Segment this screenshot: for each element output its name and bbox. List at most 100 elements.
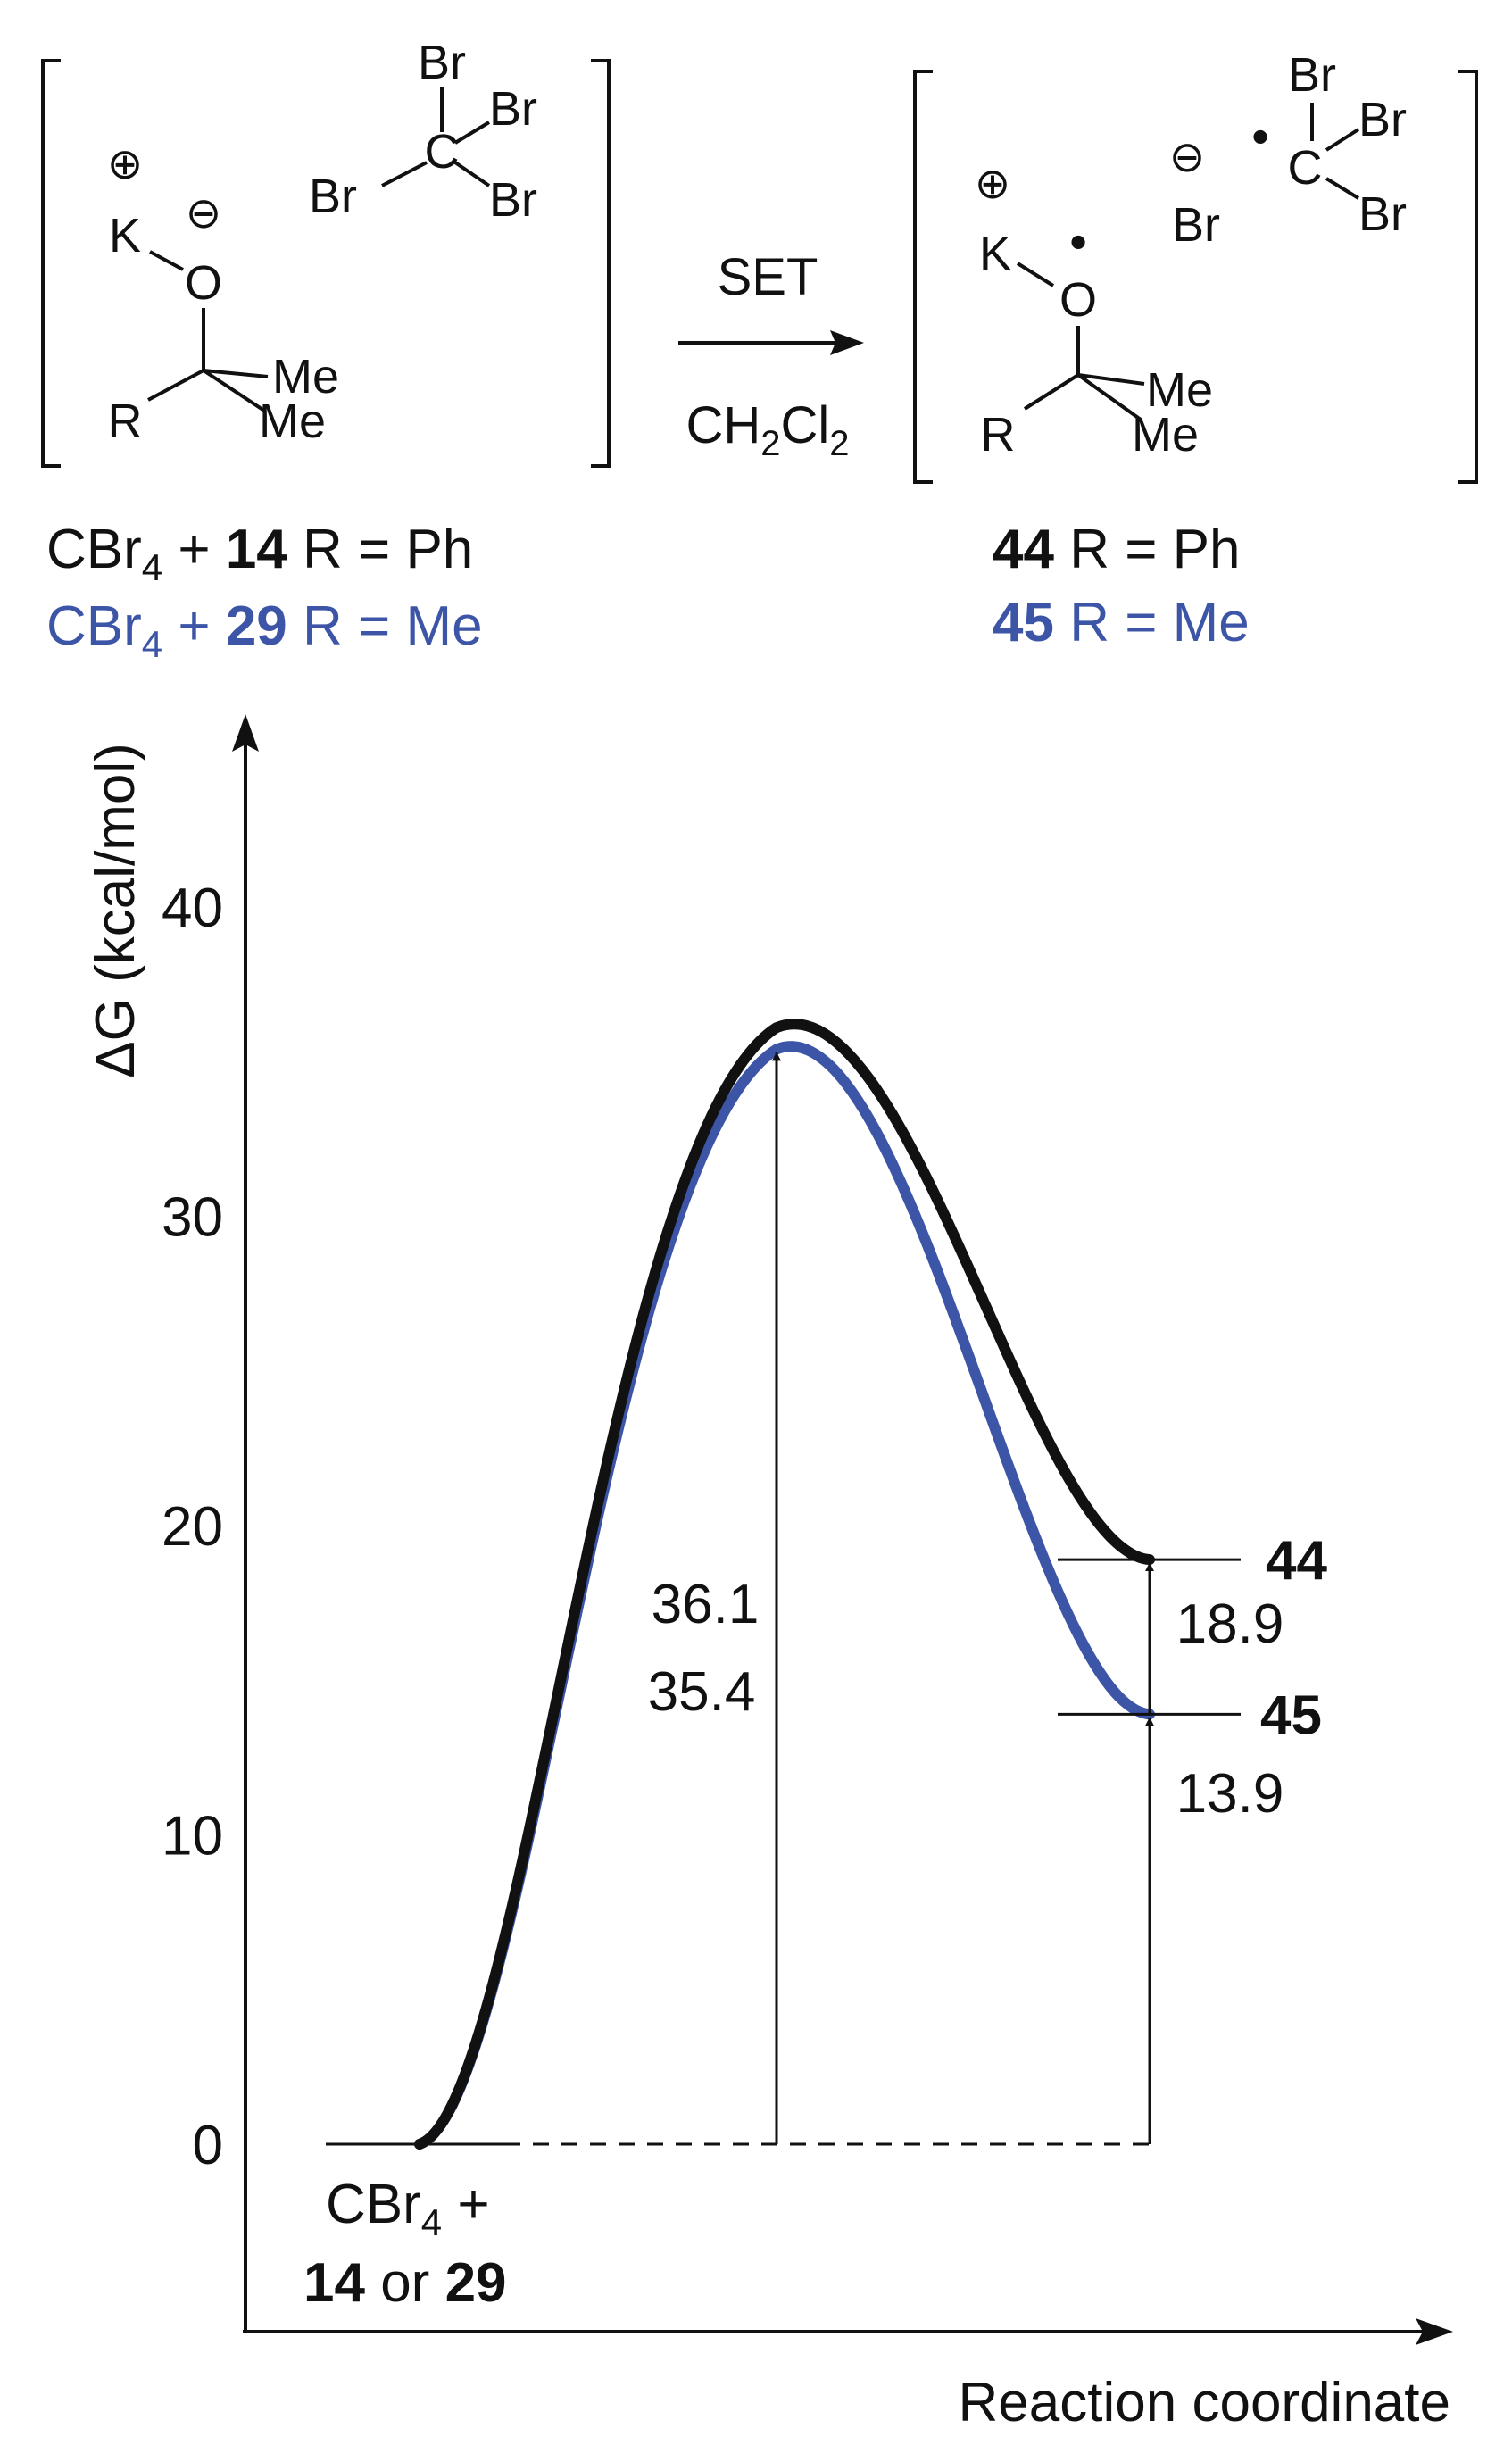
solvent-sub2: 2 xyxy=(829,424,849,463)
label-reactant-black-r: R = Ph xyxy=(287,519,474,580)
reactant-left-bracket xyxy=(41,59,61,468)
energy-plot: ΔG (kcal/mol) Reaction coordinate 0 10 20 3… xyxy=(85,714,1453,2433)
barrier-value-high: 36.1 xyxy=(652,1574,760,1635)
y-tick-label: 20 xyxy=(162,1496,223,1558)
label-reactant-blue-cbr: CBr xyxy=(46,595,142,657)
y-tick-label: 0 xyxy=(193,2115,223,2176)
reactant-atom-br-left: Br xyxy=(309,170,357,223)
y-axis-label: ΔG (kcal/mol) xyxy=(85,743,146,1078)
start-label-29: 29 xyxy=(445,2252,507,2314)
solvent-ch: CH xyxy=(685,396,760,454)
start-label-plus: + xyxy=(442,2174,489,2235)
product-right-bracket xyxy=(1458,70,1478,484)
label-product-blue-r: R = Me xyxy=(1054,592,1250,653)
reactant-atom-br-right1: Br xyxy=(489,82,537,136)
product-complex: ⊕ • K O R Me Me • C Br Br Br ⊖ Br xyxy=(913,48,1478,484)
product-atom-br-top: Br xyxy=(1288,48,1336,102)
start-label-14: 14 xyxy=(303,2252,365,2314)
reactant-right-bracket xyxy=(591,59,611,468)
product-value-high: 18.9 xyxy=(1176,1593,1284,1655)
barrier-value-low: 35.4 xyxy=(648,1661,756,1723)
start-label-or: or xyxy=(365,2252,445,2314)
bond-k-o xyxy=(1016,262,1055,287)
bond-c-r xyxy=(147,369,204,402)
reactant-complex: ⊕ ⊖ K O R Me Me C Br Br Br Br xyxy=(41,36,611,468)
product-atom-br-anion: Br xyxy=(1172,198,1220,252)
reactant-atom-r: R xyxy=(108,395,143,448)
label-reactant-black: CBr4 + 14 R = Ph xyxy=(46,519,473,588)
solvent-cl: Cl xyxy=(781,396,830,454)
label-product-black-r: R = Ph xyxy=(1054,519,1241,580)
reactant-anion-charge: ⊖ xyxy=(186,190,221,237)
label-reactant-black-cbr: CBr xyxy=(46,519,142,580)
bond-cbr-right1 xyxy=(453,121,491,145)
product-left-bracket xyxy=(913,70,933,484)
product-cation-charge: ⊕ xyxy=(975,161,1010,208)
reactant-atom-me1: Me xyxy=(272,350,339,403)
y-tick-labels: 0 10 20 30 40 xyxy=(162,878,223,2176)
bond-c-me2 xyxy=(1076,373,1142,421)
reactant-atom-me2: Me xyxy=(259,395,326,448)
solvent-sub1: 2 xyxy=(760,424,780,463)
energy-curve-r-me xyxy=(414,1041,1155,2150)
reaction-arrow-head xyxy=(830,330,864,355)
bond-cbr-left xyxy=(381,161,428,187)
product-atom-c: C xyxy=(1288,141,1323,195)
label-product-blue-number: 45 xyxy=(993,592,1054,653)
reactant-atom-br-right2: Br xyxy=(489,173,537,227)
product-atom-br-right2: Br xyxy=(1358,187,1407,241)
label-reactant-blue-plus: + xyxy=(162,595,226,657)
product-value-low: 13.9 xyxy=(1176,1763,1284,1825)
product-atom-o: O xyxy=(1059,273,1097,327)
label-reactant-blue-sub: 4 xyxy=(142,623,162,665)
label-reactant-blue-number: 29 xyxy=(226,595,287,657)
condition-set: SET xyxy=(718,248,818,306)
reactant-atom-c: C xyxy=(425,125,460,179)
bond-cbr-right2 xyxy=(453,161,491,187)
start-label-line2: 14 or 29 xyxy=(303,2252,507,2314)
product-carbon-radical: • xyxy=(1251,108,1269,164)
x-axis-label: Reaction coordinate xyxy=(959,2372,1450,2433)
product-label-44: 44 xyxy=(1266,1530,1327,1592)
bond-c-me1 xyxy=(203,369,269,378)
label-reactant-black-sub: 4 xyxy=(142,546,162,588)
product-atom-br-right1: Br xyxy=(1358,93,1407,146)
reaction-arrow-group: SET CH2Cl2 xyxy=(678,248,864,463)
y-axis-arrowhead xyxy=(232,714,259,752)
reactant-atom-o: O xyxy=(185,256,222,310)
x-axis-arrowhead xyxy=(1416,2318,1453,2345)
product-atom-me2: Me xyxy=(1132,408,1199,462)
label-reactant-blue-r: R = Me xyxy=(287,595,483,657)
product-atom-me1: Me xyxy=(1146,363,1213,417)
y-tick-label: 30 xyxy=(162,1187,223,1249)
product-atom-r: R xyxy=(981,408,1016,462)
product-atom-k: K xyxy=(979,227,1011,280)
y-tick-label: 10 xyxy=(162,1806,223,1867)
start-label-sub: 4 xyxy=(421,2201,442,2243)
product-label-45: 45 xyxy=(1260,1684,1322,1746)
product-o-radical: • xyxy=(1069,213,1087,270)
energy-curve-r-ph xyxy=(414,1019,1155,2150)
product-anion-charge: ⊖ xyxy=(1169,134,1205,181)
bond-cbr-right1 xyxy=(1325,128,1360,152)
bond-c-me1 xyxy=(1077,373,1145,386)
compound-labels: CBr4 + 14 R = Ph CBr4 + 29 R = Me 44 R =… xyxy=(46,519,1250,665)
start-label-cbr: CBr xyxy=(326,2174,421,2235)
bond-c-r xyxy=(1023,373,1080,411)
y-tick-label: 40 xyxy=(162,878,223,939)
bond-c-me2 xyxy=(202,369,266,412)
reactant-cation-charge: ⊕ xyxy=(107,141,143,188)
label-product-black-number: 44 xyxy=(993,519,1054,580)
label-reactant-black-plus: + xyxy=(162,519,226,580)
condition-solvent: CH2Cl2 xyxy=(685,396,849,463)
start-label-line1: CBr4 + xyxy=(326,2174,490,2243)
bond-cbr-right2 xyxy=(1325,177,1360,200)
label-reactant-blue: CBr4 + 29 R = Me xyxy=(46,595,483,665)
label-product-black: 44 R = Ph xyxy=(993,519,1240,580)
reactant-atom-k: K xyxy=(109,209,141,262)
reactant-atom-br-top: Br xyxy=(418,36,466,89)
label-product-blue: 45 R = Me xyxy=(993,592,1250,653)
bond-k-o xyxy=(149,250,184,271)
label-reactant-black-number: 14 xyxy=(226,519,287,580)
